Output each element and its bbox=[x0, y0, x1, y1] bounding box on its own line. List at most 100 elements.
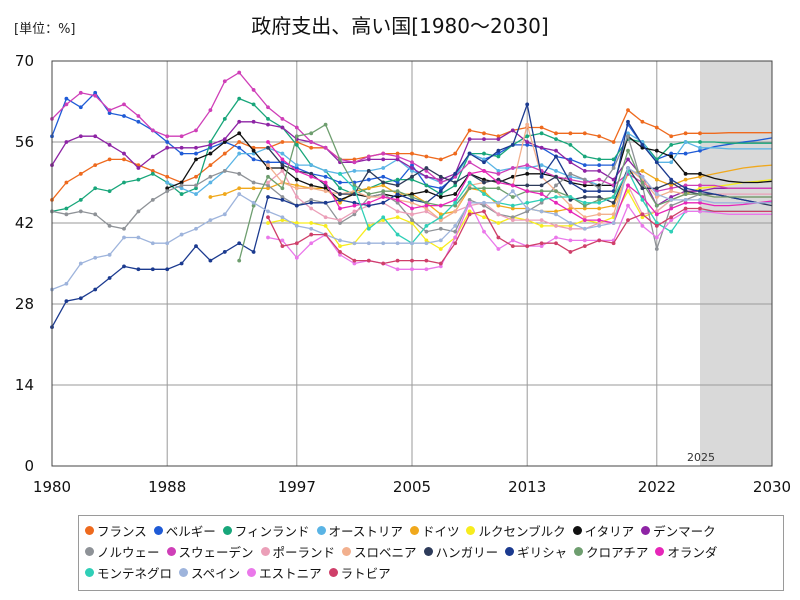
data-point bbox=[309, 197, 314, 202]
y-tick-label: 42 bbox=[15, 214, 34, 232]
data-point bbox=[568, 221, 573, 225]
legend-item: スウェーデン bbox=[166, 541, 254, 562]
data-point bbox=[669, 183, 674, 188]
data-point bbox=[237, 96, 242, 101]
data-point bbox=[410, 221, 414, 225]
legend-label: スロベニア bbox=[354, 545, 417, 560]
data-point bbox=[482, 131, 486, 136]
data-point bbox=[582, 200, 587, 205]
data-point bbox=[554, 137, 558, 142]
data-point bbox=[237, 241, 242, 246]
data-point bbox=[150, 171, 155, 176]
data-point bbox=[179, 180, 184, 185]
data-point bbox=[482, 200, 486, 205]
data-point bbox=[410, 151, 414, 156]
data-point bbox=[410, 212, 414, 217]
data-point bbox=[266, 221, 270, 225]
data-point bbox=[338, 171, 342, 176]
data-point bbox=[78, 171, 83, 176]
data-point bbox=[165, 186, 170, 191]
data-point bbox=[266, 163, 270, 168]
data-point bbox=[266, 122, 270, 127]
data-point bbox=[467, 171, 472, 176]
data-point bbox=[626, 131, 630, 136]
data-point bbox=[669, 177, 674, 182]
data-point bbox=[669, 142, 674, 147]
legend-label: フィンランド bbox=[234, 524, 310, 539]
data-point bbox=[136, 177, 141, 182]
data-point bbox=[698, 171, 702, 176]
data-point bbox=[208, 163, 213, 168]
data-point bbox=[294, 166, 299, 170]
data-point bbox=[496, 200, 501, 205]
data-point bbox=[410, 163, 414, 168]
data-point bbox=[93, 255, 98, 260]
data-point bbox=[78, 261, 83, 266]
data-point bbox=[266, 186, 270, 191]
data-point bbox=[482, 215, 486, 220]
data-point bbox=[453, 223, 458, 228]
data-point bbox=[654, 212, 659, 217]
data-point bbox=[352, 241, 357, 246]
data-point bbox=[352, 183, 357, 188]
legend-marker bbox=[572, 526, 582, 535]
legend-label: オランダ bbox=[667, 545, 718, 560]
data-point bbox=[395, 151, 400, 156]
data-point bbox=[208, 180, 213, 185]
data-point bbox=[654, 148, 659, 153]
data-point bbox=[395, 200, 400, 205]
data-point bbox=[395, 197, 400, 202]
data-point bbox=[525, 171, 530, 176]
data-point bbox=[438, 218, 443, 223]
data-point bbox=[352, 203, 357, 208]
data-point bbox=[438, 180, 443, 185]
legend-label: スウェーデン bbox=[178, 545, 254, 560]
data-point bbox=[554, 200, 558, 205]
data-point bbox=[597, 189, 602, 194]
legend-item: ポーランド bbox=[260, 541, 335, 562]
data-point bbox=[165, 134, 170, 139]
legend-label: デンマーク bbox=[653, 524, 716, 539]
data-point bbox=[280, 163, 285, 168]
data-point bbox=[93, 134, 98, 139]
legend-marker bbox=[260, 547, 270, 556]
data-point bbox=[582, 218, 587, 223]
data-point bbox=[136, 114, 141, 118]
data-point bbox=[683, 177, 688, 182]
data-point bbox=[122, 157, 126, 162]
legend-item: オランダ bbox=[655, 541, 717, 562]
data-point bbox=[496, 221, 501, 225]
data-point bbox=[280, 166, 285, 170]
data-point bbox=[410, 197, 414, 202]
data-point bbox=[683, 183, 688, 188]
data-point bbox=[266, 209, 270, 214]
legend-item: フランス bbox=[85, 520, 147, 541]
data-point bbox=[669, 160, 674, 165]
data-point bbox=[654, 223, 659, 228]
data-point bbox=[510, 183, 515, 188]
data-point bbox=[122, 180, 126, 185]
data-point bbox=[510, 244, 515, 249]
data-point bbox=[669, 215, 674, 220]
legend-marker bbox=[466, 526, 476, 535]
data-point bbox=[222, 151, 227, 156]
data-point bbox=[410, 166, 414, 170]
legend-item: モンテネグロ bbox=[85, 562, 172, 583]
data-point bbox=[179, 183, 184, 188]
data-point bbox=[266, 116, 270, 121]
data-point bbox=[194, 151, 198, 156]
data-point bbox=[78, 90, 83, 95]
legend-item: フィンランド bbox=[222, 520, 310, 541]
x-tick-label: 1980 bbox=[33, 478, 71, 496]
data-point bbox=[640, 180, 645, 185]
data-point bbox=[539, 241, 544, 246]
data-point bbox=[568, 142, 573, 147]
data-point bbox=[338, 180, 342, 185]
data-point bbox=[294, 169, 299, 173]
data-point bbox=[323, 180, 328, 185]
data-point bbox=[525, 140, 530, 144]
data-point bbox=[582, 131, 587, 136]
data-point bbox=[467, 212, 472, 217]
data-point bbox=[150, 267, 155, 272]
data-point bbox=[669, 197, 674, 202]
